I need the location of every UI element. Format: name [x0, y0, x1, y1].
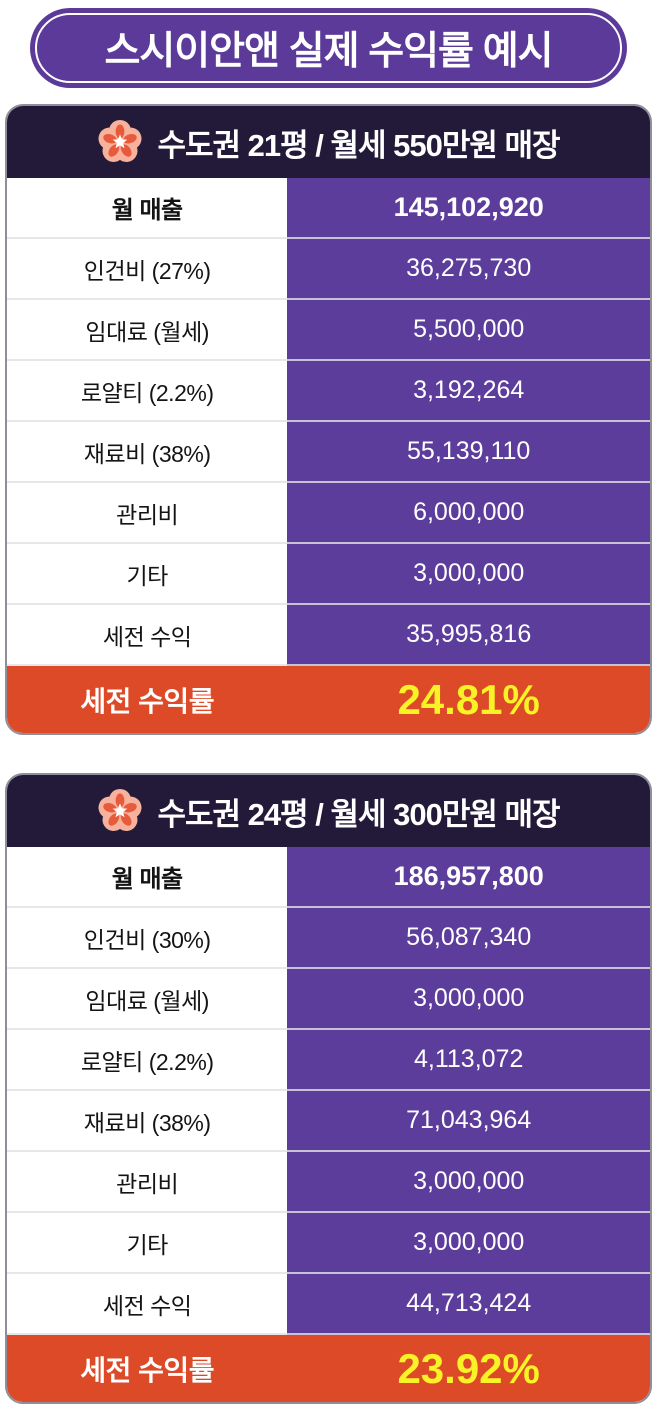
- table-row-pretax-profit: 세전 수익 35,995,816: [7, 605, 650, 666]
- row-value: 36,275,730: [287, 239, 650, 300]
- table-row-labor: 인건비 (27%) 36,275,730: [7, 239, 650, 300]
- table-row-labor: 인건비 (30%) 56,087,340: [7, 908, 650, 969]
- profit-rate-value: 23.92%: [397, 1344, 540, 1392]
- row-label: 임대료 (월세): [7, 300, 288, 361]
- row-value: 3,000,000: [287, 544, 650, 605]
- row-value: 56,087,340: [287, 908, 650, 969]
- row-label: 재료비 (38%): [7, 1091, 288, 1152]
- row-label: 관리비: [7, 483, 288, 544]
- row-label: 월 매출: [7, 847, 288, 908]
- profit-rate-row: 세전 수익률 23.92%: [7, 1335, 650, 1402]
- page-title: 스시이안앤 실제 수익률 예시: [104, 30, 553, 73]
- table-row-etc: 기타 3,000,000: [7, 1213, 650, 1274]
- row-label: 세전 수익: [7, 605, 288, 666]
- table-row-etc: 기타 3,000,000: [7, 544, 650, 605]
- row-label: 인건비 (30%): [7, 908, 288, 969]
- table-row-pretax-profit: 세전 수익 44,713,424: [7, 1274, 650, 1335]
- table-row-royalty: 로얄티 (2.2%) 3,192,264: [7, 361, 650, 422]
- row-label: 재료비 (38%): [7, 422, 288, 483]
- row-label: 기타: [7, 544, 288, 605]
- table-header: 수도권 21평 / 월세 550만원 매장: [7, 106, 650, 178]
- row-value: 4,113,072: [287, 1030, 650, 1091]
- row-value: 186,957,800: [287, 847, 650, 908]
- row-label: 인건비 (27%): [7, 239, 288, 300]
- row-value: 55,139,110: [287, 422, 650, 483]
- table-row-rent: 임대료 (월세) 5,500,000: [7, 300, 650, 361]
- table-row-rent: 임대료 (월세) 3,000,000: [7, 969, 650, 1030]
- table-header: 수도권 24평 / 월세 300만원 매장: [7, 775, 650, 847]
- table-row-maintenance: 관리비 6,000,000: [7, 483, 650, 544]
- row-label: 로얄티 (2.2%): [7, 1030, 288, 1091]
- table-row-materials: 재료비 (38%) 71,043,964: [7, 1091, 650, 1152]
- row-value: 3,000,000: [287, 969, 650, 1030]
- profit-rate-label: 세전 수익률: [80, 1354, 214, 1386]
- page-title-banner: 스시이안앤 실제 수익률 예시: [30, 8, 627, 88]
- row-value: 6,000,000: [287, 483, 650, 544]
- row-label: 임대료 (월세): [7, 969, 288, 1030]
- row-label: 로얄티 (2.2%): [7, 361, 288, 422]
- row-label: 관리비: [7, 1152, 288, 1213]
- table-row-sales: 월 매출 145,102,920: [7, 178, 650, 239]
- row-label: 월 매출: [7, 178, 288, 239]
- table-title: 수도권 21평 / 월세 550만원 매장: [157, 127, 560, 163]
- blossom-flower-icon: [97, 119, 143, 165]
- table-row-royalty: 로얄티 (2.2%) 4,113,072: [7, 1030, 650, 1091]
- store-table-24pyeong: 수도권 24평 / 월세 300만원 매장 월 매출 186,957,800 인…: [5, 773, 652, 1404]
- row-label: 기타: [7, 1213, 288, 1274]
- profit-rate-row: 세전 수익률 24.81%: [7, 666, 650, 733]
- row-value: 5,500,000: [287, 300, 650, 361]
- row-value: 35,995,816: [287, 605, 650, 666]
- profit-rate-value: 24.81%: [397, 675, 540, 723]
- row-value: 3,000,000: [287, 1152, 650, 1213]
- row-value: 145,102,920: [287, 178, 650, 239]
- table-row-sales: 월 매출 186,957,800: [7, 847, 650, 908]
- table-row-maintenance: 관리비 3,000,000: [7, 1152, 650, 1213]
- blossom-flower-icon: [97, 788, 143, 834]
- row-label: 세전 수익: [7, 1274, 288, 1335]
- store-table-21pyeong: 수도권 21평 / 월세 550만원 매장 월 매출 145,102,920 인…: [5, 104, 652, 735]
- table-row-materials: 재료비 (38%) 55,139,110: [7, 422, 650, 483]
- row-value: 3,000,000: [287, 1213, 650, 1274]
- row-value: 44,713,424: [287, 1274, 650, 1335]
- row-value: 71,043,964: [287, 1091, 650, 1152]
- profit-rate-label: 세전 수익률: [80, 685, 214, 717]
- table-title: 수도권 24평 / 월세 300만원 매장: [157, 796, 560, 832]
- row-value: 3,192,264: [287, 361, 650, 422]
